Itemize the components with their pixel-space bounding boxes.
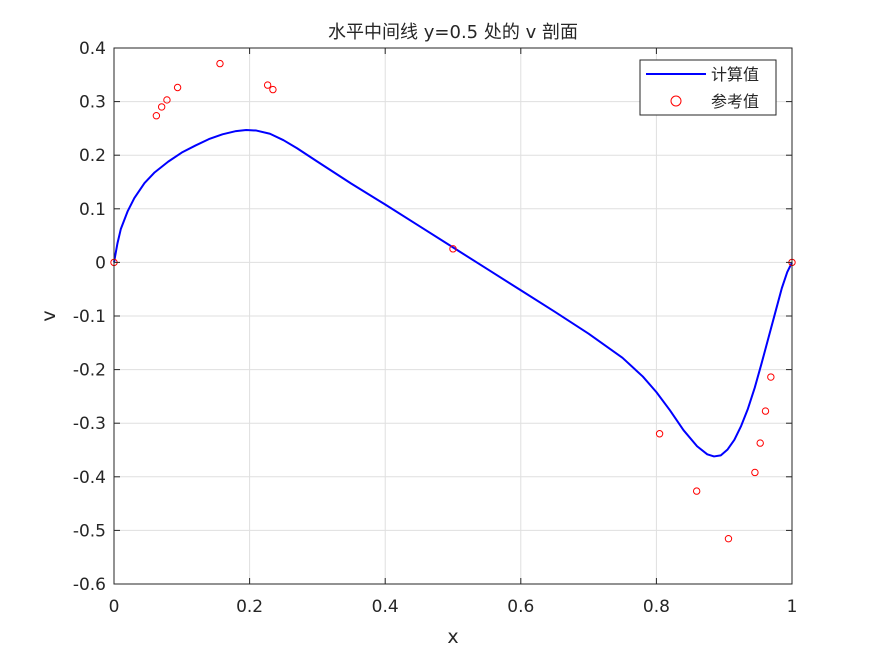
y-tick-label: 0: [95, 253, 106, 273]
x-tick-label: 0.4: [372, 597, 399, 617]
legend-box: [639, 59, 777, 116]
reference-point: [756, 439, 764, 447]
legend-label-computed: 计算值: [711, 65, 759, 84]
series-line-computed: [113, 129, 793, 458]
reference-point: [263, 81, 272, 89]
y-tick-label: -0.6: [73, 575, 106, 595]
chart-title: 水平中间线 y=0.5 处的 v 剖面: [328, 22, 578, 43]
grid: [114, 48, 792, 584]
reference-point: [761, 407, 770, 415]
x-tick-label: 0.8: [643, 597, 670, 617]
legend: 计算值 参考值: [639, 59, 777, 116]
y-axis-label: v: [38, 310, 60, 321]
y-tick-label: -0.1: [73, 307, 106, 327]
reference-point: [692, 487, 701, 495]
y-tick-label: -0.3: [73, 414, 106, 434]
reference-point: [163, 96, 171, 104]
reference-point: [269, 85, 277, 94]
x-tick-label: 0.6: [507, 597, 534, 617]
ticks: 0 0.2 0.4 0.6 0.8 1 -0.6 -0.5 -0.4 -0.3 -0.2 -0.1 0 0…: [73, 39, 798, 617]
x-tick-label: 0.2: [236, 597, 263, 617]
reference-point: [173, 83, 182, 92]
reference-point: [157, 103, 166, 111]
legend-marker-sample: [670, 95, 682, 107]
y-tick-label: 0.4: [79, 39, 106, 59]
y-tick-label: -0.4: [73, 468, 106, 488]
y-tick-label: 0.3: [79, 93, 106, 113]
legend-label-reference: 参考值: [711, 92, 759, 111]
x-tick-label: 0: [109, 597, 120, 617]
reference-point: [216, 59, 224, 68]
x-tick-label: 1: [787, 597, 798, 617]
reference-point: [767, 373, 775, 381]
y-tick-label: -0.2: [73, 361, 106, 381]
x-axis-label: x: [447, 626, 458, 648]
reference-point: [655, 430, 664, 438]
reference-point: [724, 535, 733, 543]
y-tick-label: 0.2: [79, 146, 106, 166]
reference-point: [449, 245, 457, 253]
y-tick-label: -0.5: [73, 521, 106, 541]
reference-point: [152, 111, 161, 120]
reference-point: [751, 468, 759, 477]
y-tick-label: 0.1: [79, 200, 106, 220]
